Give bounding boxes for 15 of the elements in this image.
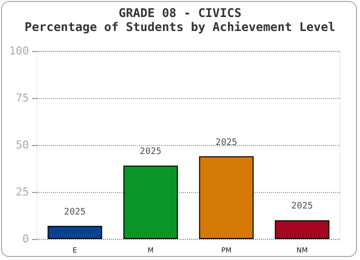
y-tick-label: 100	[9, 44, 29, 58]
chart-subtitle: Percentage of Students by Achievement Level	[24, 20, 336, 34]
bar	[199, 156, 254, 239]
annotation: 2025	[64, 207, 86, 218]
annotation: 2025	[291, 202, 313, 212]
y-tick-label: 0	[22, 232, 29, 246]
y-tick-label: 75	[16, 92, 29, 104]
bar	[274, 220, 330, 239]
y-tick-label: 50	[16, 138, 29, 152]
bar	[48, 226, 102, 239]
annotation: 2025	[216, 138, 238, 148]
annotation: 2025	[140, 147, 162, 158]
y-tick-label: 25	[16, 186, 29, 198]
chart-title: GRADE 08 - CIVICS	[118, 6, 242, 20]
bar	[123, 166, 178, 239]
